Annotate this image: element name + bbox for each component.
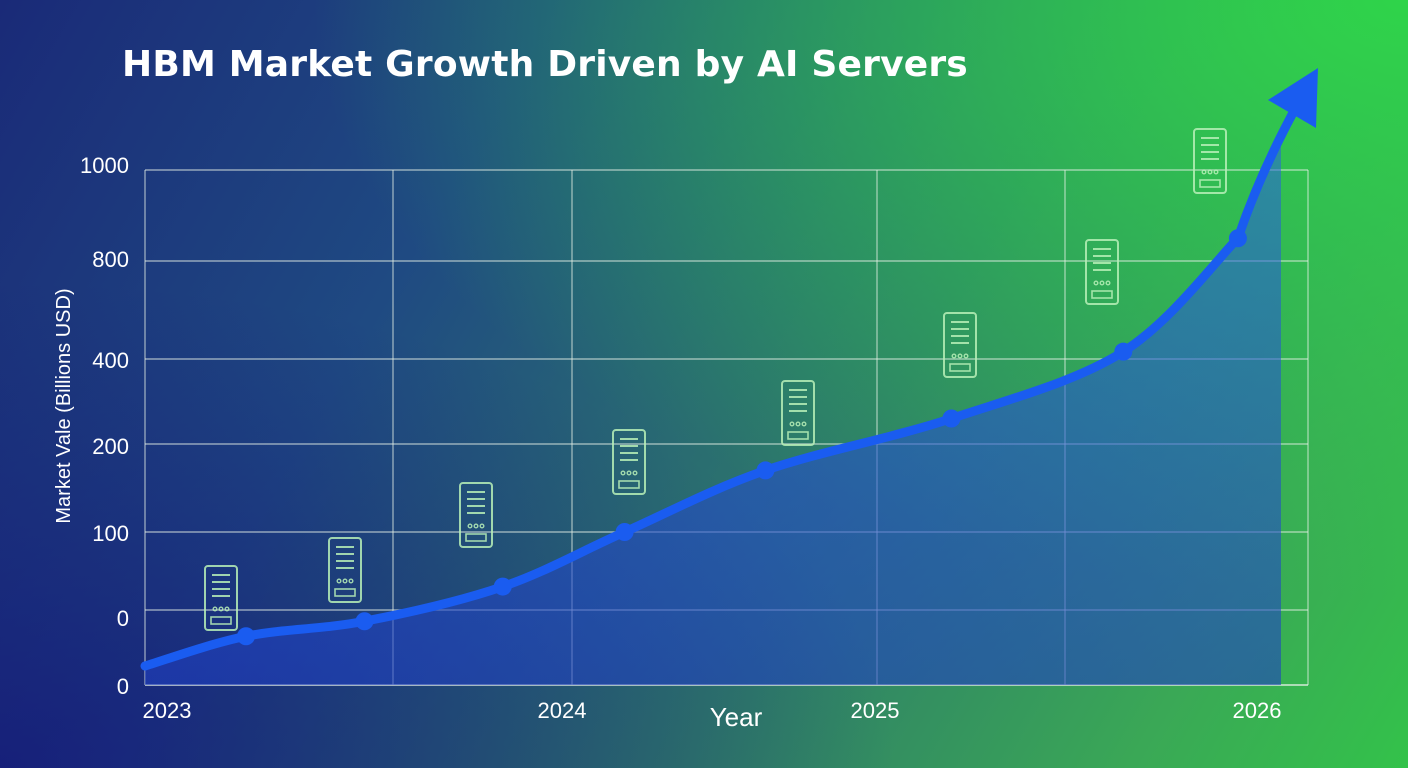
trend-arrow-head [1268, 68, 1318, 128]
data-point [942, 409, 961, 428]
data-point [1114, 342, 1133, 361]
y-tick-label: 400 [92, 348, 129, 373]
y-tick-label: 0 [117, 674, 129, 699]
y-axis-label: Market Vale (Billions USD) [53, 288, 75, 523]
data-point [756, 461, 775, 480]
x-tick-label: 2025 [851, 698, 900, 723]
x-axis-label: Year [710, 702, 763, 732]
area-fill [145, 138, 1281, 685]
y-tick-label: 100 [92, 521, 129, 546]
x-tick-label: 2024 [538, 698, 587, 723]
server-icon [781, 380, 815, 446]
server-icon [459, 482, 493, 548]
series-line [140, 95, 1305, 671]
data-point [493, 577, 512, 596]
y-tick-label: 1000 [80, 153, 129, 178]
server-icons [204, 128, 1227, 631]
data-point [615, 523, 634, 541]
data-point [355, 612, 374, 631]
y-tick-label: 0 [117, 606, 129, 631]
x-tick-label: 2026 [1233, 698, 1282, 723]
y-tick-label: 200 [92, 434, 129, 459]
server-icon [612, 429, 646, 495]
server-icon [1085, 239, 1119, 305]
data-point [237, 627, 255, 646]
server-icon [328, 537, 362, 603]
data-point [1228, 229, 1247, 248]
server-icon [1193, 128, 1227, 194]
server-icon [943, 312, 977, 378]
x-tick-label: 2023 [143, 698, 192, 723]
server-icon [204, 565, 238, 631]
chart-title: HBM Market Growth Driven by AI Servers [122, 44, 968, 85]
y-tick-label: 800 [92, 247, 129, 272]
